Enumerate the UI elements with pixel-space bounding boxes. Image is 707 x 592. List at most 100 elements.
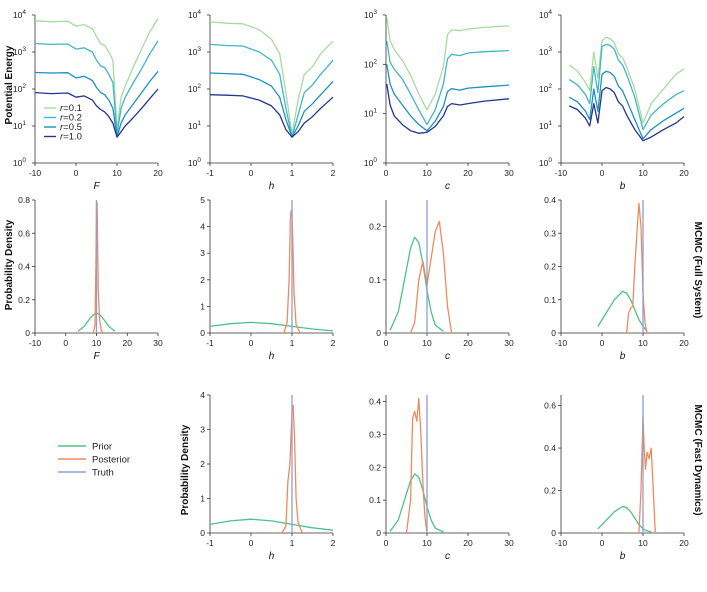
series-line-posterior: [405, 397, 428, 534]
y-tick-label: 0: [551, 328, 556, 338]
y-tick-label: 0.4: [544, 443, 556, 453]
series-line-prior: [209, 518, 334, 531]
x-tick-label: 0: [249, 168, 254, 178]
x-tick-label: 20: [679, 538, 689, 548]
series-line-r-1-0: [34, 88, 159, 138]
y-tick-label: 101: [13, 120, 26, 131]
y-tick-label: 1: [200, 494, 205, 504]
legend-label: Posterior: [92, 455, 130, 466]
legend-label: r=0.2: [60, 113, 82, 124]
x-axis-label: b: [620, 181, 626, 192]
y-tick-label: 102: [188, 83, 201, 94]
y-tick-label: 0.2: [369, 462, 381, 472]
x-tick-label: 0: [249, 338, 254, 348]
y-tick-label: 102: [539, 83, 552, 94]
y-tick-label: 0.4: [544, 195, 556, 205]
y-tick-label: 0.6: [18, 228, 30, 238]
y-tick-label: 101: [539, 120, 552, 131]
x-tick-label: -1: [206, 338, 214, 348]
x-tick-label: 10: [422, 338, 432, 348]
y-tick-label: 0.2: [18, 295, 30, 305]
x-tick-label: -10: [555, 338, 568, 348]
x-tick-label: 0: [384, 168, 389, 178]
x-tick-label: 10: [112, 168, 122, 178]
mcmc-full-label: MCMC (Full System): [692, 222, 703, 319]
series-line-r-0-5: [386, 64, 510, 132]
y-tick-label: 2: [200, 275, 205, 285]
x-tick-label: 0: [384, 538, 389, 548]
x-axis-label: F: [93, 351, 100, 362]
y-tick-label: 0.2: [544, 262, 556, 272]
series-line-r-0-1: [568, 36, 685, 124]
x-axis-label: b: [620, 351, 626, 362]
y-tick-label: 0: [200, 528, 205, 538]
x-tick-label: -1: [206, 538, 214, 548]
x-tick-label: 20: [463, 338, 473, 348]
series-line-r-0-2: [209, 43, 334, 138]
series-line-r-0-2: [386, 40, 510, 126]
y-tick-label: 0.8: [18, 195, 30, 205]
y-tick-label: 0.2: [544, 486, 556, 496]
series-line-r-0-5: [568, 70, 685, 140]
series-line-prior: [389, 236, 444, 332]
x-tick-label: 0: [384, 338, 389, 348]
y-tick-label: 102: [13, 83, 26, 94]
panel-full-c: 0 10 20 30 0 0.1 0.2 c: [369, 200, 514, 362]
y-tick-label: 0: [551, 528, 556, 538]
series-line-posterior: [638, 415, 656, 534]
x-tick-label: 2: [331, 168, 336, 178]
y-tick-label: 0.3: [369, 429, 381, 439]
panel-energy-b: -10 0 10 20 100 101 102 103 104 b: [539, 9, 689, 192]
y-tick-label: 103: [188, 46, 201, 57]
x-tick-label: 0: [600, 338, 605, 348]
x-tick-label: 20: [679, 168, 689, 178]
legend-label: Prior: [92, 442, 112, 453]
x-tick-label: 10: [638, 338, 648, 348]
x-axis-label: h: [269, 351, 275, 362]
x-tick-label: 20: [153, 168, 163, 178]
x-tick-label: 1: [290, 338, 295, 348]
x-tick-label: 20: [463, 538, 473, 548]
y-tick-label: 0.6: [544, 401, 556, 411]
y-tick-label: 0.4: [18, 262, 30, 272]
x-tick-label: 20: [463, 168, 473, 178]
x-tick-label: 30: [504, 168, 514, 178]
legend-label: r=0.5: [60, 122, 82, 133]
y-tick-label: 0.1: [544, 295, 556, 305]
x-tick-label: 10: [422, 538, 432, 548]
x-tick-label: 30: [504, 538, 514, 548]
x-axis-label: c: [445, 351, 450, 362]
y-tick-label: 104: [539, 9, 552, 20]
y-tick-label: 4: [200, 222, 205, 232]
x-tick-label: 0: [249, 538, 254, 548]
y-tick-label: 104: [13, 9, 26, 20]
x-tick-label: 10: [638, 538, 648, 548]
series-line-r-1-0: [209, 94, 334, 138]
y-tick-label: 4: [200, 390, 205, 400]
x-tick-label: 0: [600, 168, 605, 178]
x-tick-label: 20: [679, 338, 689, 348]
x-tick-label: 2: [331, 538, 336, 548]
y-tick-label: 3: [200, 425, 205, 435]
y-tick-label: 0: [376, 528, 381, 538]
series-line-prior: [597, 290, 648, 332]
x-tick-label: -1: [206, 168, 214, 178]
y-tick-label: 101: [188, 120, 201, 131]
series-line-r-0-5: [209, 72, 334, 138]
series-line-r-1-0: [568, 86, 685, 142]
x-tick-label: 2: [331, 338, 336, 348]
panel-fast-c: 0 10 20 30 0 0.1 0.2 0.3 0.4 c: [369, 395, 514, 562]
legend-label: r=1.0: [60, 132, 82, 143]
y-tick-label: 0.3: [544, 228, 556, 238]
series-line-r-0-1: [386, 17, 510, 111]
energy-legend: r=0.1r=0.2r=0.5r=1.0: [44, 103, 82, 143]
y-tick-label: 0.4: [369, 397, 381, 407]
legend-label: Truth: [92, 468, 114, 479]
series-line-r-0-1: [34, 18, 159, 131]
x-axis-label: F: [93, 181, 100, 192]
series-line-posterior: [409, 220, 453, 334]
